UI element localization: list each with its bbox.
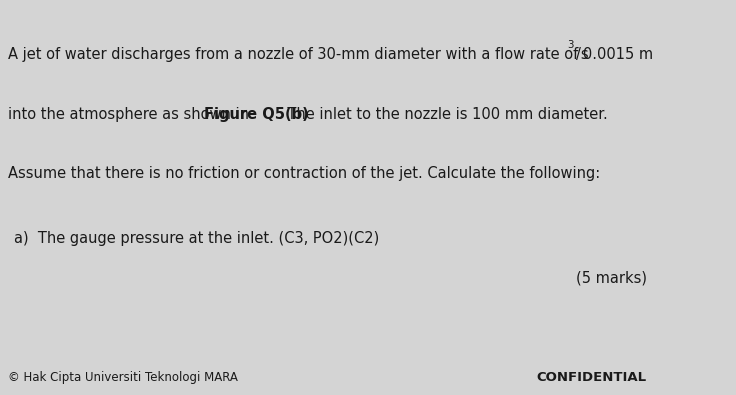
Text: . The inlet to the nozzle is 100 mm diameter.: . The inlet to the nozzle is 100 mm diam…	[278, 107, 608, 122]
Text: A jet of water discharges from a nozzle of 30-mm diameter with a flow rate of 0.: A jet of water discharges from a nozzle …	[8, 47, 653, 62]
Text: into the atmosphere as shown in: into the atmosphere as shown in	[8, 107, 253, 122]
Text: Figure Q5(b): Figure Q5(b)	[204, 107, 308, 122]
Text: a)  The gauge pressure at the inlet. (C3, PO2)(C2): a) The gauge pressure at the inlet. (C3,…	[15, 231, 380, 246]
Text: /s: /s	[576, 47, 589, 62]
Text: Assume that there is no friction or contraction of the jet. Calculate the follow: Assume that there is no friction or cont…	[8, 166, 600, 181]
Text: (5 marks): (5 marks)	[576, 271, 647, 286]
Text: 3: 3	[567, 40, 574, 49]
Text: © Hak Cipta Universiti Teknologi MARA: © Hak Cipta Universiti Teknologi MARA	[8, 371, 238, 384]
Text: CONFIDENTIAL: CONFIDENTIAL	[537, 371, 647, 384]
